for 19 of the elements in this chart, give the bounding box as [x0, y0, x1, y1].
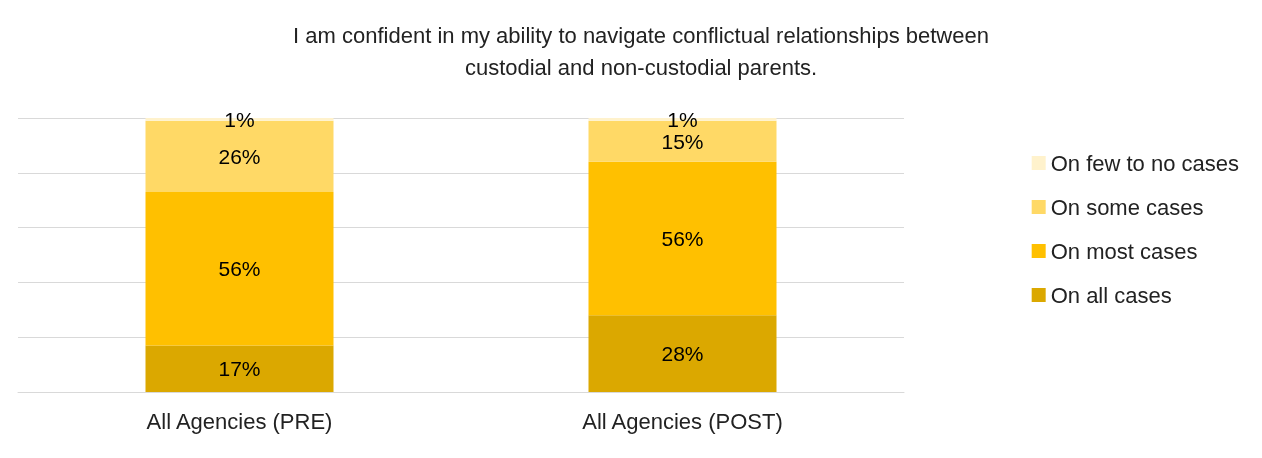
bar	[588, 161, 777, 316]
chart-title: I am confident in my ability to navigate conflictual relationships between custodial and non-custodial parents.	[293, 22, 989, 80]
x-tick-label: All Agencies (PRE)	[146, 408, 333, 434]
x-tick-label: All Agencies (POST)	[582, 408, 783, 434]
data-label: 15%	[661, 129, 704, 153]
data-label: 28%	[661, 342, 704, 366]
legend-label: On few to no cases	[1050, 150, 1240, 176]
data-label: 1%	[224, 107, 255, 131]
data-label: 17%	[218, 357, 261, 381]
data-label: 26%	[218, 144, 261, 168]
bar	[145, 191, 334, 346]
bar	[588, 315, 777, 392]
data-label: 56%	[661, 227, 704, 251]
legend-label: On some cases	[1050, 194, 1204, 220]
data-label: 56%	[218, 257, 261, 281]
bar	[145, 345, 334, 392]
data-label: 1%	[667, 107, 698, 131]
legend-label: On most cases	[1050, 238, 1198, 264]
legend-label: On all cases	[1050, 282, 1172, 308]
